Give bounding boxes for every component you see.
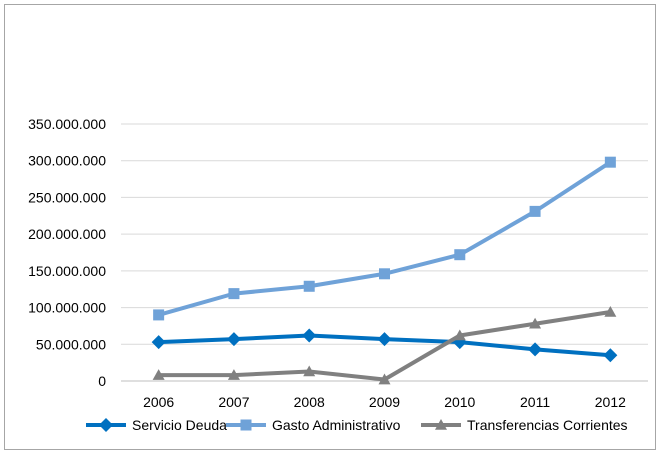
y-tick-label: 0 [98,373,106,389]
legend-marker [240,419,252,431]
data-point [303,365,316,377]
data-point [153,309,165,321]
y-tick-label: 50.000.000 [36,336,106,352]
data-point [302,328,317,343]
data-point [378,373,391,385]
series-1 [153,156,616,321]
data-point [603,348,618,363]
legend-marker [99,418,113,432]
gridlines [121,123,648,382]
data-point [377,332,392,347]
x-tick-label: 2011 [520,394,550,410]
data-point [528,342,543,357]
data-point [454,249,466,261]
data-point [151,335,166,350]
y-tick-label: 200.000.000 [28,226,106,242]
data-point [152,369,165,380]
data-point [604,156,616,168]
x-tick-label: 2007 [218,394,249,410]
y-tick-label: 350.000.000 [28,116,106,132]
data-point [604,305,617,317]
legend-label: Gasto Administrativo [272,417,401,433]
data-point [228,288,240,300]
data-point [453,329,466,341]
legend-label: Transferencias Corrientes [467,417,628,433]
series-0 [151,328,618,363]
legend-item: Servicio Deuda [86,417,227,433]
series-line [158,160,612,317]
legend-item: Transferencias Corrientes [421,417,628,433]
y-tick-label: 100.000.000 [28,300,106,316]
data-point [226,332,241,347]
x-tick-label: 2009 [369,394,400,410]
x-tick-label: 2008 [294,394,325,410]
data-point [529,205,541,217]
legend-label: Servicio Deuda [132,417,227,433]
x-tick-label: 2010 [444,394,475,410]
series-2 [152,305,617,385]
data-point [529,317,542,329]
data-point [227,369,240,380]
x-tick-label: 2006 [143,394,174,410]
data-point [379,268,390,280]
y-tick-label: 150.000.000 [28,263,106,279]
legend-marker [435,419,447,430]
x-tick-label: 2012 [595,394,626,410]
data-point [303,280,315,292]
legend-item: Gasto Administrativo [226,417,401,433]
y-tick-label: 250.000.000 [28,189,106,205]
y-tick-label: 300.000.000 [28,153,106,169]
